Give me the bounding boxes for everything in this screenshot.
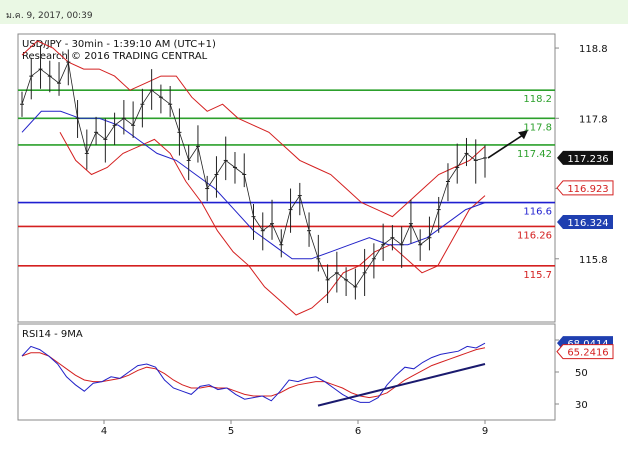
bollinger-lower-line [59, 132, 486, 316]
price-panel-subtitle: Research © 2016 TRADING CENTRAL [22, 51, 208, 62]
rsi-tick-label: 50 [575, 368, 588, 379]
level-label: 118.2 [523, 94, 552, 105]
level-label: 116.26 [517, 230, 552, 241]
x-axis: 4 5 6 9 [101, 420, 488, 437]
x-tick-label: 5 [228, 426, 234, 437]
price-tick-label: 117.8 [579, 114, 608, 125]
level-label: 117.8 [523, 122, 552, 133]
rsi-ma-value-label-text: 65.2416 [567, 348, 608, 359]
x-tick-label: 6 [355, 426, 361, 437]
rsi-panel-title: RSI14 - 9MA [22, 329, 83, 340]
x-tick-label: 4 [101, 426, 107, 437]
projection-arrow-shaft [487, 133, 525, 159]
ma2-value-label-text: 116.324 [567, 218, 608, 229]
current-price-label-text: 117.236 [567, 154, 608, 165]
price-value-labels: 117.236 116.923 116.324 [556, 150, 614, 229]
price-panel-title: USD/JPY - 30min - 1:39:10 AM (UTC+1) [22, 39, 216, 50]
level-lines: 118.2 117.8 117.42 116.6 116.26 115.7 [18, 89, 555, 281]
ma2-value-label-box [557, 214, 613, 229]
level-label: 117.42 [517, 149, 552, 160]
header-bar: ม.ค. 9, 2017, 00:39 [0, 0, 628, 24]
rsi-tick-label: 30 [575, 400, 588, 411]
current-price-label-box [557, 150, 613, 165]
usdjpy-chart: USD/JPY - 30min - 1:39:10 AM (UTC+1) Res… [17, 33, 614, 437]
price-line [21, 60, 486, 288]
rsi-trendline [317, 363, 486, 407]
rsi-series [21, 342, 486, 407]
timestamp-label: ม.ค. 9, 2017, 00:39 [6, 11, 93, 21]
x-tick-label: 9 [482, 426, 488, 437]
bollinger-upper-line [21, 40, 486, 218]
level-label: 116.6 [523, 207, 552, 218]
projection-arrow-head [518, 130, 528, 140]
rsi-ma-line [21, 347, 486, 399]
level-label: 115.7 [523, 270, 552, 281]
price-tick-label: 118.8 [579, 44, 608, 55]
rsi-value-labels: 68.041465.2416 [556, 336, 614, 360]
rsi-line [21, 342, 486, 403]
rsi-panel-frame [17, 323, 556, 421]
price-series [20, 40, 528, 316]
price-tick-label: 115.8 [579, 255, 608, 266]
price-panel-frame [17, 33, 556, 323]
ma-value-label-text: 116.923 [567, 184, 608, 195]
rsi-ma-value-label-box [556, 344, 614, 360]
ma-value-label-box [556, 180, 614, 196]
